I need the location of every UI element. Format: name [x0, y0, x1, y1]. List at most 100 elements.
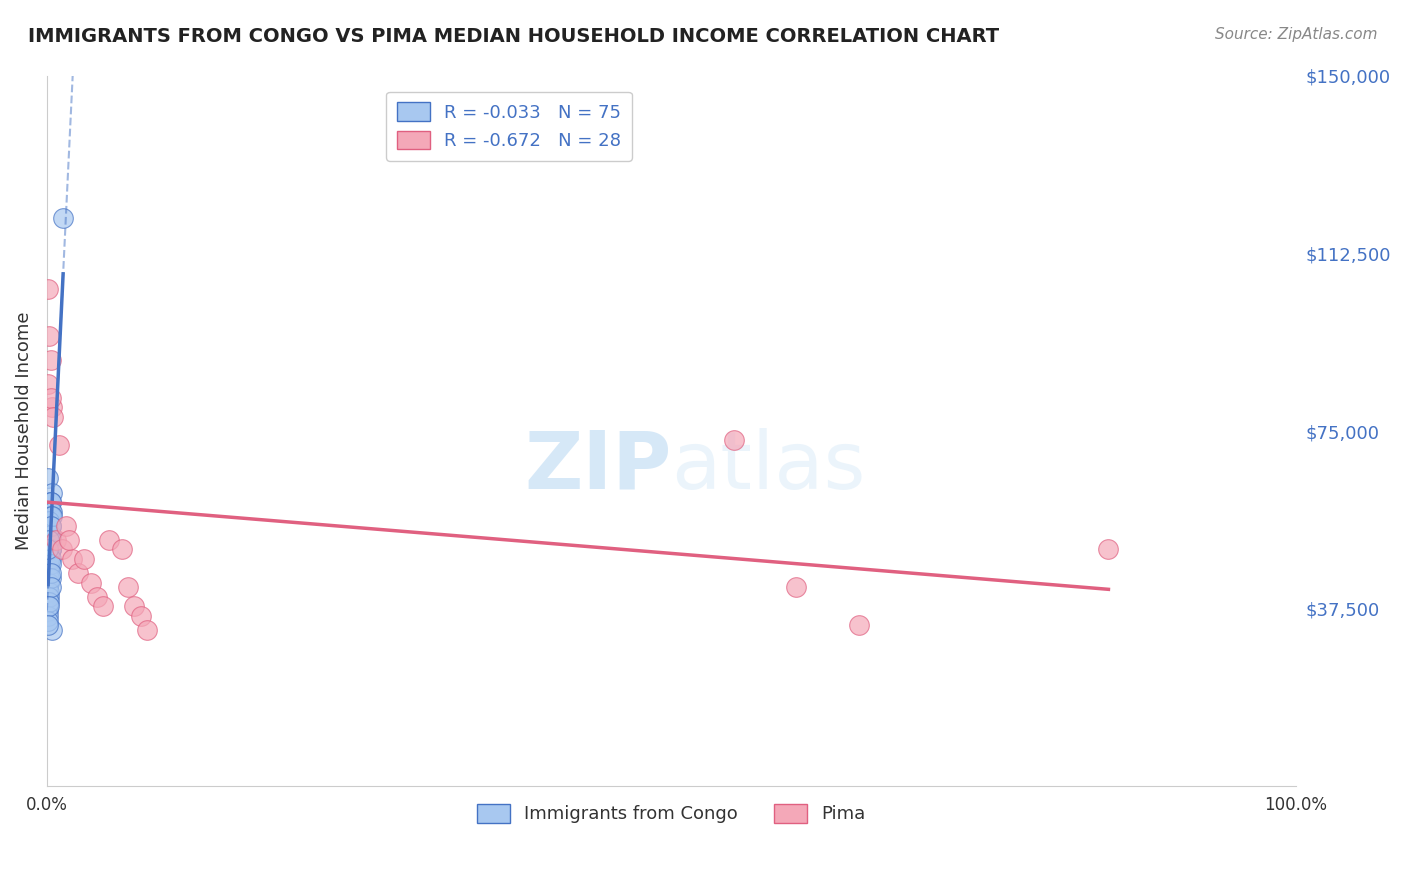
- Text: atlas: atlas: [671, 427, 866, 506]
- Point: [38, 566, 60, 581]
- Point: [37, 599, 59, 614]
- Text: IMMIGRANTS FROM CONGO VS PIMA MEDIAN HOUSEHOLD INCOME CORRELATION CHART: IMMIGRANTS FROM CONGO VS PIMA MEDIAN HOU…: [28, 27, 1000, 45]
- Point: [39, 542, 62, 557]
- Point: [38, 509, 60, 524]
- Point: [98, 533, 121, 547]
- Point: [37, 571, 59, 585]
- Point: [39, 518, 62, 533]
- Point: [37, 590, 59, 604]
- Point: [38, 552, 60, 566]
- Point: [38, 533, 60, 547]
- Point: [39, 352, 62, 367]
- Point: [39, 528, 62, 542]
- Point: [39, 552, 62, 566]
- Point: [52, 211, 75, 225]
- Point: [38, 566, 60, 581]
- Point: [38, 547, 60, 561]
- Point: [37, 552, 59, 566]
- Point: [38, 495, 60, 509]
- Point: [38, 594, 60, 608]
- Point: [37, 376, 59, 391]
- Point: [41, 401, 63, 415]
- Point: [45, 533, 67, 547]
- Point: [37, 618, 59, 632]
- Point: [39, 571, 62, 585]
- Point: [37, 575, 59, 590]
- Point: [38, 518, 60, 533]
- Point: [41, 505, 63, 519]
- Point: [73, 552, 96, 566]
- Point: [38, 533, 60, 547]
- Point: [41, 485, 63, 500]
- Point: [39, 528, 62, 542]
- Point: [38, 514, 60, 528]
- Point: [38, 571, 60, 585]
- Point: [37, 566, 59, 581]
- Point: [39, 557, 62, 571]
- Point: [38, 329, 60, 343]
- Point: [39, 533, 62, 547]
- Point: [37, 614, 59, 628]
- Point: [848, 618, 870, 632]
- Point: [124, 599, 146, 614]
- Point: [55, 518, 77, 533]
- Point: [48, 438, 70, 452]
- Point: [38, 552, 60, 566]
- Point: [37, 557, 59, 571]
- Point: [37, 608, 59, 623]
- Point: [79, 575, 101, 590]
- Point: [58, 533, 80, 547]
- Point: [37, 581, 59, 595]
- Point: [41, 623, 63, 637]
- Point: [38, 561, 60, 575]
- Point: [37, 538, 59, 552]
- Point: [37, 575, 59, 590]
- Point: [117, 581, 139, 595]
- Y-axis label: Median Household Income: Median Household Income: [15, 311, 32, 550]
- Point: [91, 599, 114, 614]
- Point: [38, 585, 60, 599]
- Point: [37, 557, 59, 571]
- Point: [39, 518, 62, 533]
- Point: [37, 282, 59, 296]
- Point: [39, 391, 62, 405]
- Point: [38, 533, 60, 547]
- Point: [39, 566, 62, 581]
- Point: [39, 538, 62, 552]
- Point: [60, 552, 83, 566]
- Point: [38, 590, 60, 604]
- Text: Source: ZipAtlas.com: Source: ZipAtlas.com: [1215, 27, 1378, 42]
- Point: [37, 471, 59, 485]
- Point: [86, 590, 108, 604]
- Point: [37, 604, 59, 618]
- Point: [41, 509, 63, 524]
- Point: [39, 505, 62, 519]
- Point: [39, 542, 62, 557]
- Point: [37, 542, 59, 557]
- Point: [38, 575, 60, 590]
- Point: [51, 542, 73, 557]
- Point: [38, 552, 60, 566]
- Point: [67, 566, 90, 581]
- Point: [37, 581, 59, 595]
- Point: [785, 581, 807, 595]
- Point: [111, 542, 134, 557]
- Point: [39, 495, 62, 509]
- Point: [39, 581, 62, 595]
- Text: ZIP: ZIP: [524, 427, 671, 506]
- Point: [37, 518, 59, 533]
- Point: [38, 557, 60, 571]
- Point: [38, 599, 60, 614]
- Point: [37, 571, 59, 585]
- Point: [39, 542, 62, 557]
- Point: [37, 599, 59, 614]
- Point: [37, 594, 59, 608]
- Point: [129, 608, 152, 623]
- Point: [37, 542, 59, 557]
- Point: [42, 409, 65, 424]
- Point: [38, 561, 60, 575]
- Point: [37, 524, 59, 538]
- Point: [39, 495, 62, 509]
- Point: [39, 528, 62, 542]
- Point: [39, 509, 62, 524]
